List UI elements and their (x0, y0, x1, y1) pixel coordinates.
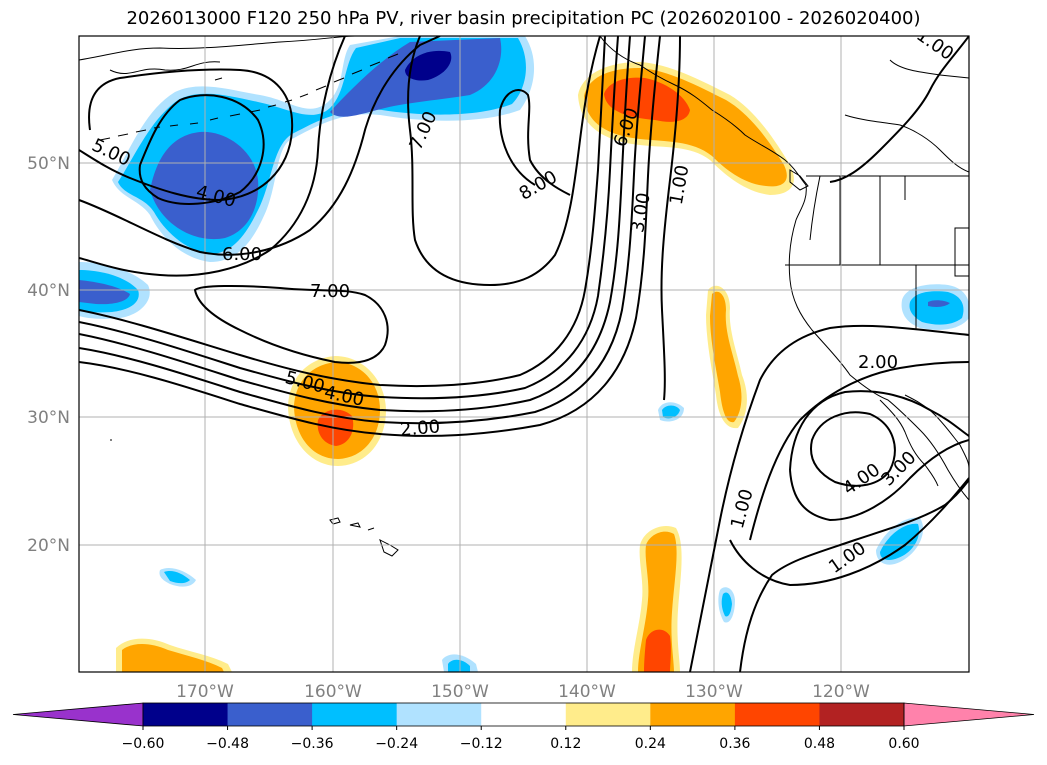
latitude-labels: 50°N 40°N 30°N 20°N (27, 154, 70, 556)
pv-contours (79, 36, 969, 672)
map-border (78, 35, 970, 673)
contour-label: 2.00 (858, 352, 898, 373)
negative-anomaly-area (405, 50, 452, 81)
vancouver-island (789, 169, 809, 191)
negative-anomaly-area (150, 131, 259, 240)
pv-contour-2 (729, 477, 969, 587)
colorbar-segment (481, 703, 567, 726)
pv-contour-4 (810, 411, 896, 487)
positive-anomaly-area (644, 629, 671, 672)
colorbar-segment (565, 703, 651, 726)
pv-contour-7 (193, 284, 389, 364)
colorbar: −0.60 −0.48 −0.36 −0.24 −0.12 0.12 0.24 0.36 0.4… (12, 702, 1035, 752)
lat-label-50n: 50°N (27, 154, 70, 174)
pv-contour-jet (660, 36, 681, 401)
colorbar-segment (227, 703, 313, 726)
province-borders (809, 59, 969, 265)
country-borders (785, 175, 969, 330)
pv-contour-4 (138, 94, 265, 205)
colorbar-tick-label: 0.36 (719, 736, 750, 752)
lon-label-130w: 130°W (685, 682, 743, 702)
pv-contour-jet (79, 36, 606, 388)
negative-anomaly-area (909, 291, 964, 325)
lon-label-170w: 170°W (176, 682, 234, 702)
colorbar-extend-min (12, 702, 144, 727)
colorbar-tick-label: 0.60 (888, 736, 919, 752)
contour-label: 2.00 (399, 416, 441, 440)
lon-label-150w: 150°W (431, 682, 489, 702)
hawaii-islands (329, 517, 399, 557)
colorbar-tick-label: 0.48 (804, 736, 835, 752)
pv-contour-6 (79, 36, 441, 256)
pv-contour-7 (407, 36, 601, 287)
lat-label-30n: 30°N (27, 408, 70, 428)
pv-contour-jet (79, 36, 619, 400)
pv-contour-5 (79, 68, 294, 202)
negative-anomaly-area (164, 570, 190, 584)
colorbar-tick-label: 0.24 (635, 736, 666, 752)
map-title: 2026013000 F120 250 hPa PV, river basin … (126, 8, 921, 29)
pv-contour-jet (79, 36, 646, 425)
colorbar-segment (312, 703, 398, 726)
north-america-coastline (599, 36, 969, 501)
colorbar-extend-max (903, 702, 1035, 727)
pv-contour-2 (749, 361, 969, 541)
gridlines (79, 36, 969, 672)
pv-contour-7 (79, 36, 346, 277)
pv-contour-8 (498, 89, 571, 196)
negative-anomaly-area (928, 300, 950, 307)
colorbar-tick-label: −0.24 (375, 736, 418, 752)
colorbar-segment (734, 703, 820, 726)
lat-label-20n: 20°N (27, 536, 70, 556)
pv-contour-jet (79, 36, 661, 437)
coastlines (79, 36, 969, 557)
negative-anomaly-area (79, 280, 130, 305)
negative-anomaly-area (448, 659, 470, 672)
colorbar-segment (650, 703, 736, 726)
pv-contour-1 (829, 36, 969, 183)
lon-label-120w: 120°W (812, 682, 870, 702)
colorbar-outline (142, 702, 905, 727)
negative-anomaly-area (721, 592, 732, 617)
baja-california-east (904, 394, 969, 469)
pv-contour-1 (689, 324, 969, 672)
colorbar-tick-label: −0.36 (291, 736, 334, 752)
colorbar-tick-label: 0.12 (550, 736, 581, 752)
contour-label: 6.00 (222, 244, 262, 265)
colorbar-tick-label: −0.12 (460, 736, 503, 752)
pv-contour-jet (79, 36, 631, 413)
negative-anomaly-area (662, 405, 680, 419)
pv-contour-3 (789, 390, 969, 522)
colorbar-segment (396, 703, 482, 726)
lon-label-140w: 140°W (558, 682, 616, 702)
alaska-coastline (79, 36, 356, 81)
colorbar-segment (143, 703, 229, 726)
positive-anomaly-area (122, 644, 224, 672)
lon-label-160w: 160°W (304, 682, 362, 702)
baja-california (879, 399, 939, 487)
lat-label-40n: 40°N (27, 281, 70, 301)
colorbar-segment (819, 703, 905, 726)
positive-anomaly-area (710, 291, 742, 423)
contour-label: 7.00 (310, 281, 350, 302)
negative-anomaly-area (880, 523, 920, 560)
colorbar-tick-label: −0.48 (206, 736, 249, 752)
colorbar-tick-label: −0.60 (122, 736, 165, 752)
longitude-labels: 170°W 160°W 150°W 140°W 130°W 120°W (176, 682, 870, 702)
